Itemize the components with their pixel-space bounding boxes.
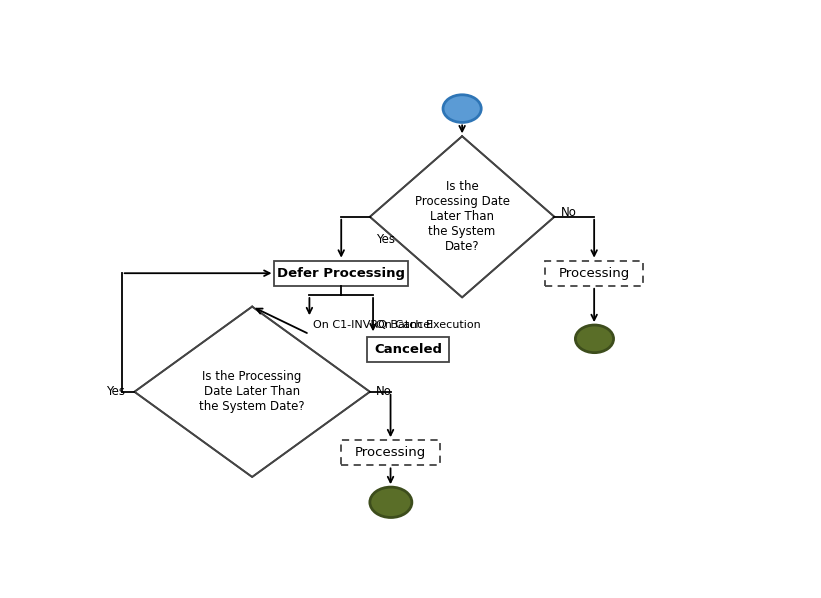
Circle shape (443, 94, 481, 123)
Text: No: No (561, 206, 576, 219)
Text: Is the Processing
Date Later Than
the System Date?: Is the Processing Date Later Than the Sy… (200, 370, 305, 413)
Bar (274, 261, 408, 286)
Text: On Cancel: On Cancel (376, 320, 433, 330)
Circle shape (576, 325, 613, 353)
Bar (342, 440, 440, 465)
Bar (545, 261, 644, 286)
Text: Canceled: Canceled (374, 343, 442, 356)
Circle shape (369, 487, 412, 517)
Text: Processing: Processing (355, 446, 426, 459)
Text: Defer Processing: Defer Processing (277, 267, 406, 280)
Text: Is the
Processing Date
Later Than
the System
Date?: Is the Processing Date Later Than the Sy… (415, 181, 510, 254)
Text: Yes: Yes (376, 233, 395, 246)
Bar (367, 337, 449, 362)
Text: Processing: Processing (558, 267, 630, 280)
Polygon shape (369, 136, 554, 297)
Text: No: No (376, 385, 392, 398)
Text: Yes: Yes (106, 385, 125, 398)
Polygon shape (135, 307, 369, 477)
Text: On C1-INVRQ Batch Execution: On C1-INVRQ Batch Execution (313, 320, 480, 330)
